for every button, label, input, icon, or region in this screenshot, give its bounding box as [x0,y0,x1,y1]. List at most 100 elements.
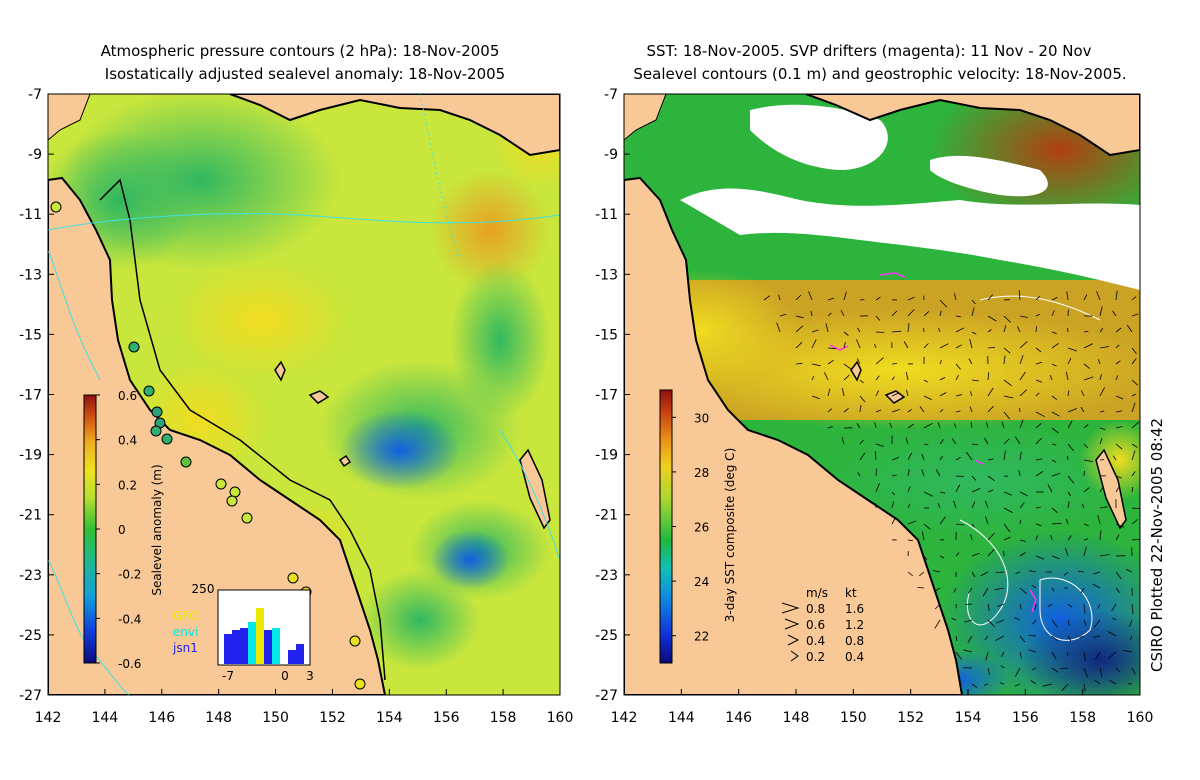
velocity-arrow [875,482,880,493]
velocity-arrow [778,294,781,301]
velocity-arrow [1001,651,1005,657]
speed-legend-ms: 0.4 [806,634,825,648]
velocity-arrow [968,358,973,365]
cloud-mask [680,104,1140,290]
velocity-arrow [1083,343,1094,349]
velocity-arrow [923,343,929,349]
velocity-arrow [1083,546,1087,557]
velocity-arrow [1092,571,1101,575]
lon-tick-label: 158 [490,710,517,726]
velocity-arrow [1083,603,1086,614]
velocity-arrow [907,503,911,509]
altimeter-points [50,201,366,690]
coral-sea-islands [850,360,1127,530]
velocity-arrow [1067,443,1074,452]
velocity-arrow [1083,683,1086,692]
velocity-arrow [1115,327,1122,333]
sst-map[interactable] [600,70,1190,710]
lat-tick-label: -19 [19,448,42,464]
velocity-arrow [1083,443,1089,449]
lat-tick-label: -7 [28,87,42,103]
velocity-arrow [1019,419,1024,429]
velocity-arrow [1099,427,1106,430]
velocity-arrow [1096,290,1101,301]
velocity-arrow [1067,390,1070,397]
velocity-arrow [843,331,849,336]
velocity-arrow [1035,523,1042,527]
velocity-arrow [1092,583,1101,589]
speed-legend-kt: 0.8 [845,634,864,648]
velocity-arrow [1097,359,1101,365]
velocity-arrow [1127,682,1133,685]
velocity-arrow [1065,547,1069,557]
velocity-arrow [1115,344,1120,349]
velocity-arrow [1099,387,1105,397]
velocity-arrow [968,587,973,594]
colorbar-tick-label: 30 [694,411,709,425]
coral-sea-islands [274,360,551,530]
velocity-arrow [1065,518,1069,525]
velocity-arrow [1083,294,1088,301]
velocity-arrow [923,555,928,560]
velocity-arrow [964,619,973,623]
velocity-arrow [1019,635,1026,643]
velocity-arrow [1035,437,1042,445]
velocity-arrow [1060,667,1069,669]
velocity-arrow [984,635,989,641]
velocity-arrow [923,523,931,530]
velocity-arrow [987,387,994,397]
velocity-arrow [1093,635,1101,638]
velocity-arrow [1019,451,1022,461]
velocity-arrow [1115,395,1124,400]
velocity-arrow [1067,635,1072,642]
velocity-arrow [1131,421,1140,429]
velocity-arrow [1028,649,1037,653]
velocity-arrow [939,377,946,381]
speed-legend-kt: 0.4 [845,650,864,664]
velocity-arrow [874,343,877,349]
velocity-arrow [1015,667,1021,677]
speed-legend-ms: 0.6 [806,618,825,632]
velocity-arrow [965,603,973,605]
velocity-arrow [1081,503,1085,509]
velocity-arrow [1019,502,1025,509]
velocity-arrow [919,571,925,577]
lon-tick-label: 158 [1069,710,1096,726]
velocity-arrow [963,649,973,653]
sst-colorbar-label: 3-day SST composite (deg C) [723,448,737,622]
lon-tick-label: 142 [611,710,638,726]
colorbar-tick-label: 24 [694,575,709,589]
velocity-arrow [1003,438,1010,445]
velocity-arrow [827,359,834,365]
velocity-arrow [1126,324,1133,333]
reef-line [99,178,386,681]
velocity-arrow [1035,411,1045,418]
velocity-arrow [971,523,975,528]
velocity-arrow [1067,501,1070,509]
velocity-arrow [1083,619,1087,626]
velocity-arrow [1115,290,1118,301]
lat-tick-label: -21 [595,508,618,524]
velocity-arrow [923,311,930,317]
velocity-arrow [1131,379,1138,386]
velocity-arrow [955,456,961,461]
velocity-arrow [1115,475,1122,479]
left-longitude-axis: 142 144 146 148 150 152 154 156 158 160 [35,689,573,726]
velocity-arrow [843,291,847,301]
velocity-arrow [1051,472,1061,477]
velocity-arrow [937,503,941,509]
velocity-arrow [980,571,989,577]
velocity-arrow [1131,358,1137,365]
sealevel-anomaly-map[interactable] [40,90,590,695]
velocity-arrow [1003,411,1011,420]
velocity-arrow [955,651,963,660]
velocity-arrow [969,391,973,397]
velocity-arrow [874,422,877,429]
altimeter-point [143,385,155,397]
velocity-arrow [939,439,944,445]
velocity-arrow [971,299,976,305]
velocity-arrow [905,437,909,445]
lon-tick-label: 154 [955,710,982,726]
velocity-arrow [1003,523,1011,533]
velocity-arrow [1125,569,1133,573]
